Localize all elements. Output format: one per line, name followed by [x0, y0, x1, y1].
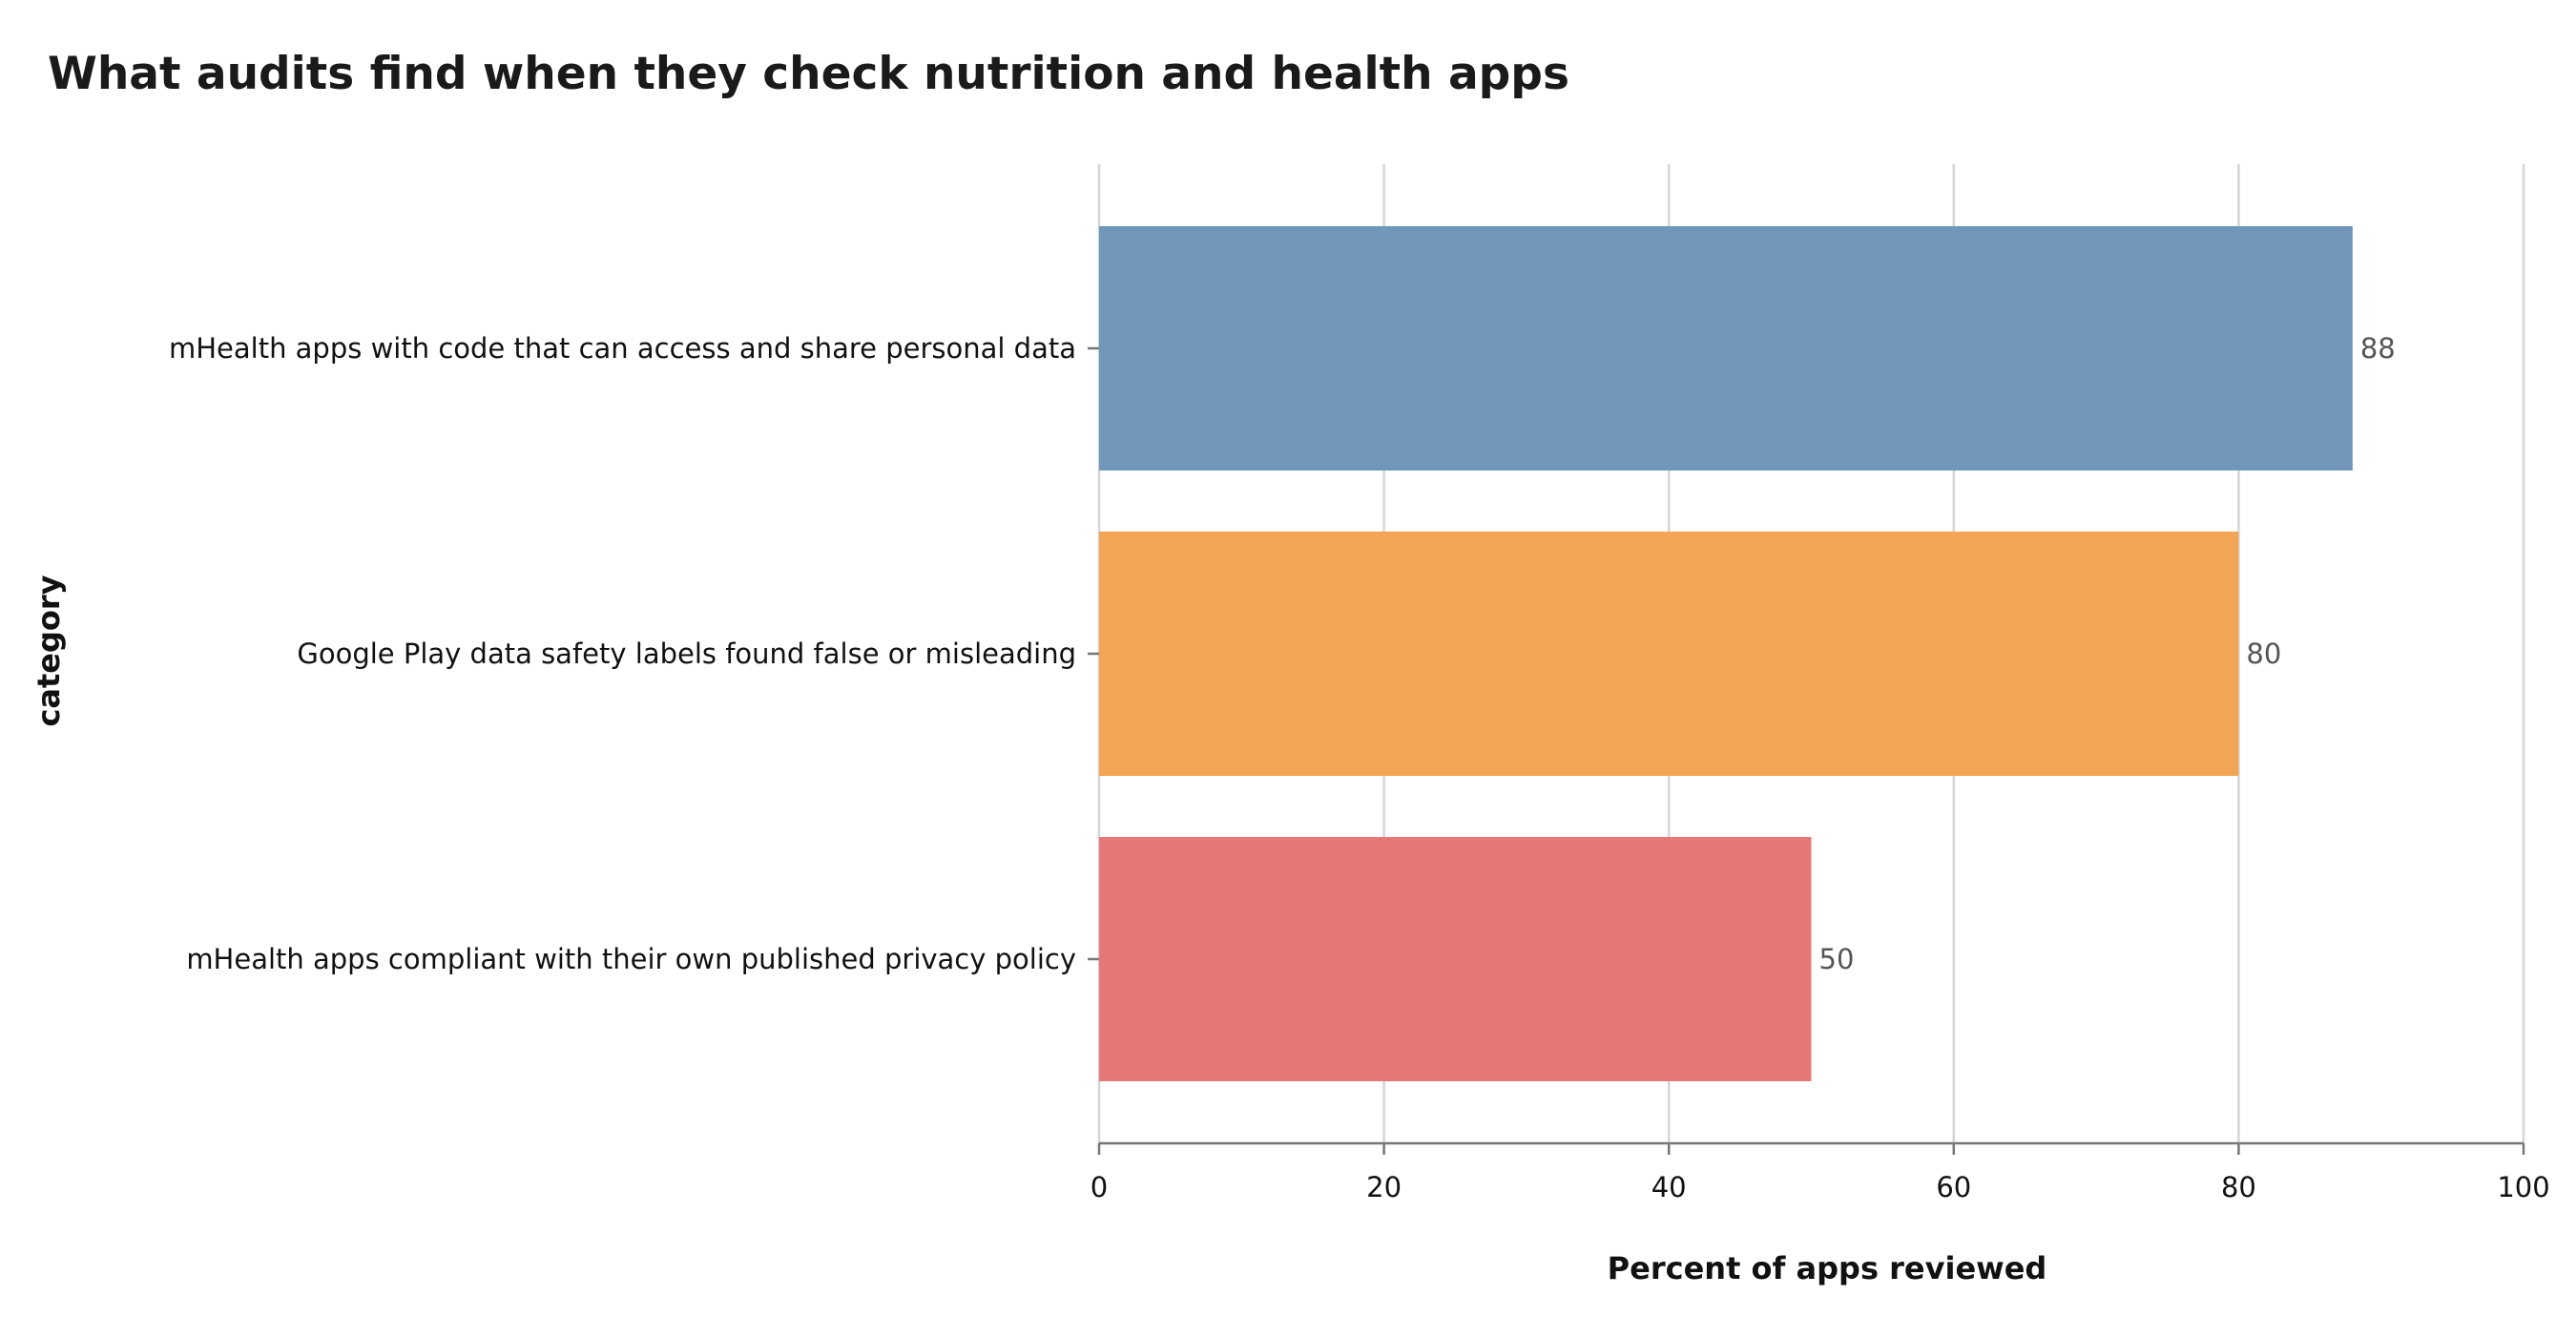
x-tick-label: 0 — [1091, 1171, 1108, 1203]
bar — [1099, 532, 2239, 776]
category-label: mHealth apps compliant with their own pu… — [186, 943, 1076, 975]
value-label: 80 — [2246, 638, 2281, 670]
bar — [1099, 226, 2353, 470]
chart-title: What audits find when they check nutriti… — [48, 48, 1569, 100]
x-tick-label: 60 — [1936, 1171, 1971, 1203]
y-axis-title: category — [31, 575, 67, 726]
category-label: Google Play data safety labels found fal… — [297, 638, 1076, 670]
x-tick-label: 20 — [1366, 1171, 1402, 1203]
value-label: 50 — [1819, 943, 1855, 975]
bar — [1099, 837, 1812, 1081]
labels: 0 20 40 60 80 100 mHealth apps with code that … — [169, 332, 2550, 1203]
x-tick-label: 80 — [2221, 1171, 2256, 1203]
x-axis-title: Percent of apps reviewed — [1608, 1250, 2047, 1286]
x-tick-label: 100 — [2497, 1171, 2549, 1203]
x-tick-label: 40 — [1652, 1171, 1687, 1203]
category-label: mHealth apps with code that can access a… — [169, 332, 1076, 365]
bars — [1099, 226, 2353, 1081]
axes — [1088, 346, 2525, 1155]
value-label: 88 — [2360, 332, 2396, 365]
